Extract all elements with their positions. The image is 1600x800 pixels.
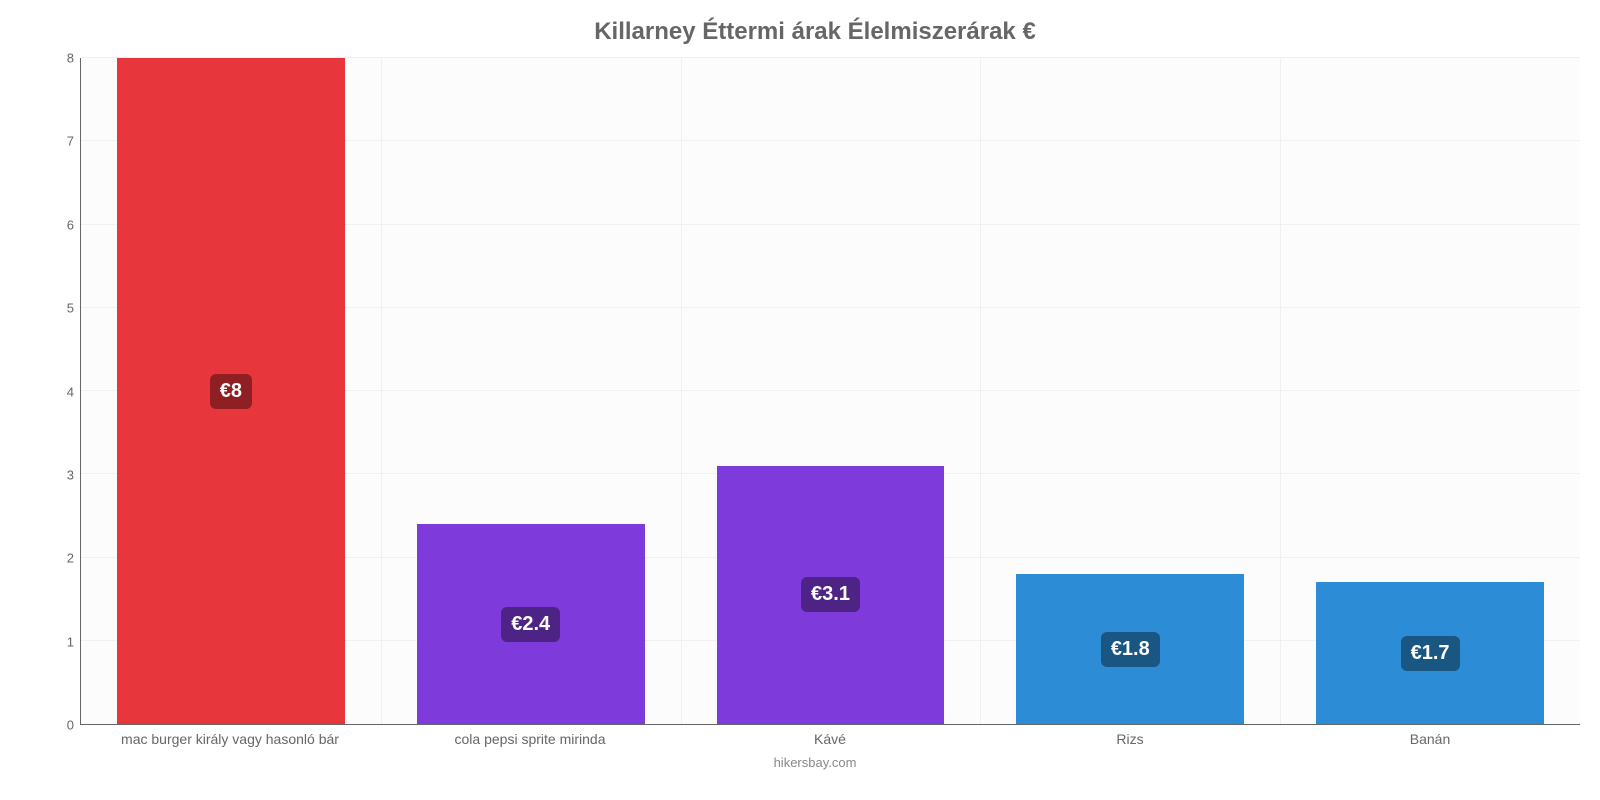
bar-slot: €1.8 bbox=[980, 58, 1280, 724]
x-label: mac burger király vagy hasonló bár bbox=[80, 731, 380, 747]
bar-slot: €1.7 bbox=[1280, 58, 1580, 724]
bar-mac-burger: €8 bbox=[117, 58, 345, 724]
x-label: cola pepsi sprite mirinda bbox=[380, 731, 680, 747]
bar-kave: €3.1 bbox=[717, 466, 945, 724]
chart-container: Killarney Éttermi árak Élelmiszerárak € … bbox=[0, 0, 1600, 800]
plot-area: €8 €2.4 €3.1 €1.8 bbox=[80, 58, 1580, 725]
value-badge: €3.1 bbox=[801, 577, 860, 612]
y-axis: 8 7 6 5 4 3 2 1 0 bbox=[50, 58, 80, 725]
x-label: Rizs bbox=[980, 731, 1280, 747]
y-tick: 4 bbox=[67, 385, 74, 398]
value-badge: €2.4 bbox=[501, 607, 560, 642]
y-tick: 6 bbox=[67, 218, 74, 231]
bar-rizs: €1.8 bbox=[1016, 574, 1244, 724]
value-badge: €1.7 bbox=[1401, 636, 1460, 671]
y-tick: 0 bbox=[67, 719, 74, 732]
x-label: Kávé bbox=[680, 731, 980, 747]
value-badge: €8 bbox=[210, 374, 252, 409]
x-label: Banán bbox=[1280, 731, 1580, 747]
bars-group: €8 €2.4 €3.1 €1.8 bbox=[81, 58, 1580, 724]
value-badge: €1.8 bbox=[1101, 632, 1160, 667]
y-tick: 2 bbox=[67, 552, 74, 565]
bar-slot: €3.1 bbox=[681, 58, 981, 724]
y-tick: 7 bbox=[67, 135, 74, 148]
bar-slot: €8 bbox=[81, 58, 381, 724]
chart-body: 8 7 6 5 4 3 2 1 0 bbox=[50, 58, 1580, 725]
chart-title: Killarney Éttermi árak Élelmiszerárak € bbox=[50, 10, 1580, 58]
attribution: hikersbay.com bbox=[50, 747, 1580, 770]
y-tick: 3 bbox=[67, 468, 74, 481]
y-tick: 1 bbox=[67, 635, 74, 648]
x-axis: mac burger király vagy hasonló bár cola … bbox=[80, 725, 1580, 747]
bar-slot: €2.4 bbox=[381, 58, 681, 724]
y-tick: 5 bbox=[67, 302, 74, 315]
bar-banan: €1.7 bbox=[1316, 582, 1544, 724]
y-tick: 8 bbox=[67, 52, 74, 65]
bar-cola: €2.4 bbox=[417, 524, 645, 724]
